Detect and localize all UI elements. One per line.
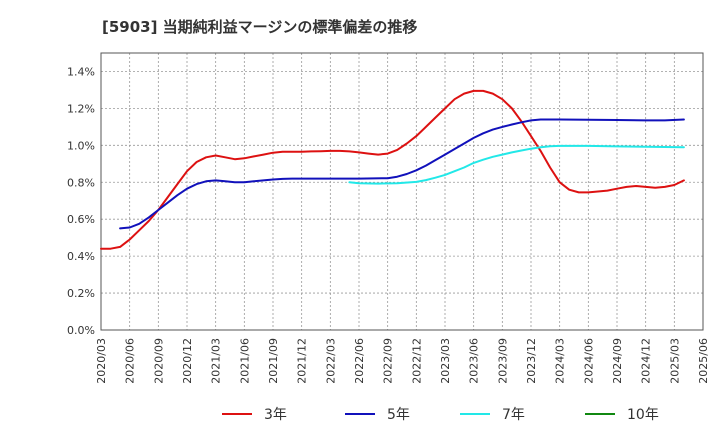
y-tick-label: 0.8% [67,176,95,189]
plot-background [101,53,703,330]
plot-frame [100,52,704,331]
legend-label-4: 10年 [627,407,659,423]
x-tick-label: 2022/12 [410,338,423,384]
x-tick-label: 2025/06 [697,338,710,384]
y-tick-label: 1.4% [67,65,95,78]
y-tick-label: 1.2% [67,102,95,115]
x-tick-label: 2020/03 [95,338,108,384]
y-tick-label: 0.2% [67,287,95,300]
x-axis: 2020/03 2020/06 2020/09 2020/12 2021/03 2021/… [95,338,710,384]
x-tick-label: 2024/06 [582,338,595,384]
series-line-1 [100,89,685,250]
series-lines [100,89,685,250]
y-tick-label: 0.6% [67,213,95,226]
y-tick-label: 0.0% [67,324,95,337]
x-tick-label: 2024/09 [611,338,624,384]
x-tick-label: 2023/03 [439,338,452,384]
x-tick-label: 2020/12 [181,338,194,384]
legend-label-2: 5年 [387,407,410,423]
x-tick-label: 2021/06 [238,338,251,384]
y-axis: 0.0% 0.2% 0.4% 0.6% 0.8% 1.0% 1.2% 1.4% [67,65,95,337]
x-tick-label: 2021/03 [210,338,223,384]
plot-area [100,52,704,331]
legend: 3年 5年 7年 10年 [222,407,659,423]
series-line-3 [348,144,685,185]
x-tick-label: 2021/12 [296,338,309,384]
x-tick-label: 2024/12 [640,338,653,384]
x-tick-label: 2021/09 [267,338,280,384]
x-tick-label: 2024/03 [554,338,567,384]
chart-title: [5903] 当期純利益マージンの標準偏差の推移 [102,18,417,36]
x-tick-label: 2022/06 [353,338,366,384]
y-tick-label: 1.0% [67,139,95,152]
x-tick-label: 2020/09 [152,338,165,384]
x-tick-label: 2020/06 [124,338,137,384]
x-tick-label: 2023/06 [468,338,481,384]
x-tick-label: 2023/09 [496,338,509,384]
legend-label-3: 7年 [502,407,525,423]
y-tick-label: 0.4% [67,250,95,263]
x-tick-label: 2023/12 [525,338,538,384]
series-line-2 [119,118,685,230]
x-tick-label: 2022/03 [324,338,337,384]
x-tick-label: 2022/09 [382,338,395,384]
legend-label-1: 3年 [264,407,287,423]
x-tick-label: 2025/03 [668,338,681,384]
